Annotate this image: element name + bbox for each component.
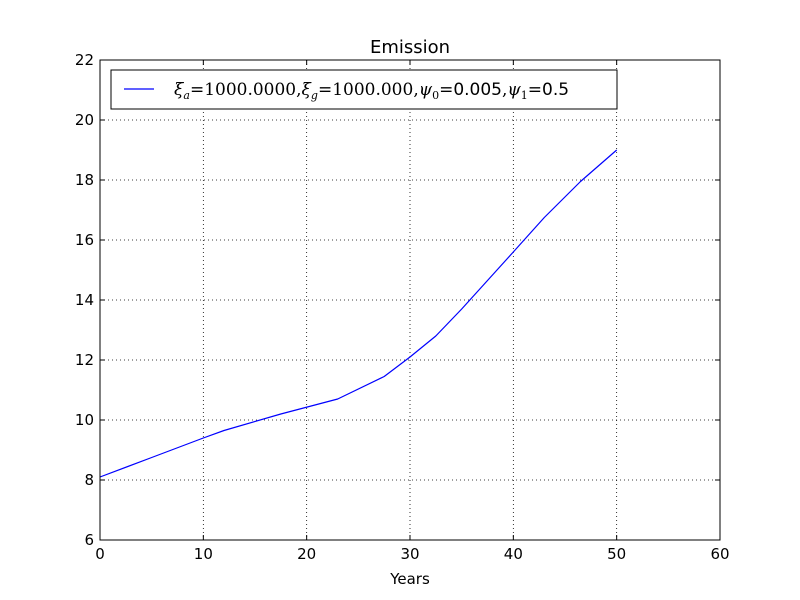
y-tick-label: 10 (75, 411, 94, 429)
legend: ξa=1000.0000,ξg=1000.000,ψ0=0.005,ψ1=0.5 (110, 69, 618, 110)
x-axis-label: Years (389, 570, 430, 588)
y-tick-label: 8 (84, 471, 94, 489)
y-tick-label: 16 (75, 231, 94, 249)
y-tick-label: 18 (75, 171, 94, 189)
x-tick-label: 20 (297, 545, 316, 563)
x-tick-label: 30 (400, 545, 419, 563)
y-tick-label: 22 (75, 51, 94, 69)
axis-tick-labels: 0 10 20 30 40 50 60 6 8 10 12 14 16 18 20 22 (75, 51, 730, 563)
x-tick-label: 50 (607, 545, 626, 563)
legend-xi-a-value: 1000.0000 (204, 80, 296, 100)
chart-title: Emission (370, 37, 450, 58)
legend-box (110, 69, 618, 110)
x-tick-label: 40 (504, 545, 523, 563)
legend-psi1-value: 0.5 (542, 80, 569, 100)
series-layer (99, 149, 618, 478)
y-tick-label: 14 (75, 291, 94, 309)
x-tick-label: 0 (95, 545, 105, 563)
legend-label: ξa=1000.0000,ξg=1000.000,ψ0=0.005,ψ1=0.5 (174, 80, 569, 102)
axis-ticks (99, 59, 721, 541)
y-tick-label: 20 (75, 111, 94, 129)
emission-series-line (99, 149, 618, 478)
x-tick-label: 10 (194, 545, 213, 563)
y-tick-label: 6 (84, 531, 94, 549)
y-tick-label: 12 (75, 351, 94, 369)
legend-xi-g-value: 1000.000 (332, 80, 413, 100)
legend-psi0-value: 0.005 (453, 80, 502, 100)
x-tick-label: 60 (710, 545, 729, 563)
